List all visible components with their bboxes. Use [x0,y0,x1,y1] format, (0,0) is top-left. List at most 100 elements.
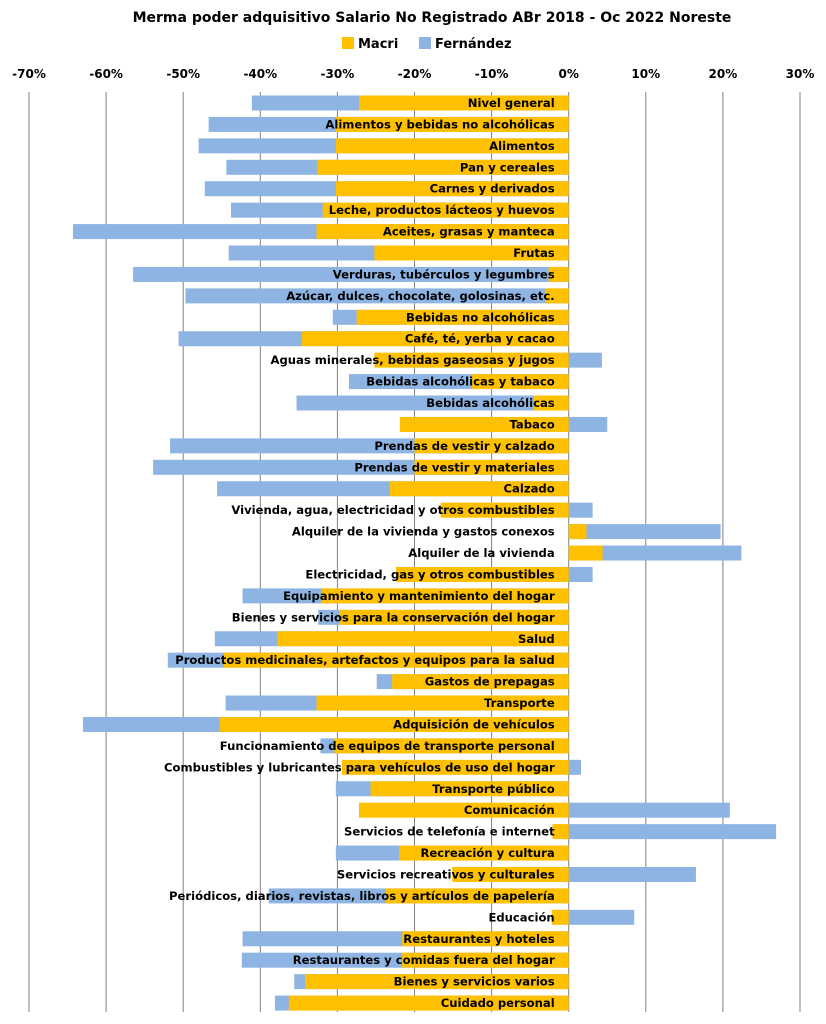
x-tick-label: -50% [166,67,200,81]
bar-macri [399,845,569,861]
bar-macri [288,995,569,1011]
legend-label-macri: Macri [358,37,398,52]
x-tick-label: 10% [631,67,660,81]
category-label: Frutas [513,246,555,260]
bar-fernandez [568,866,696,882]
category-label: Transporte público [432,782,554,796]
bar-macri [534,395,569,411]
bar-macri [321,588,569,604]
bar-macri [358,95,569,111]
bar-macri [322,202,569,218]
bar-macri [317,159,569,175]
category-label: Transporte [484,696,555,710]
bar-macri [277,631,569,647]
x-tick-label: 20% [709,67,738,81]
category-label: Restaurantes y comidas fuera del hogar [293,953,555,967]
category-label: Periódicos, diarios, revistas, libros y … [169,889,555,903]
category-label: Recreación y cultura [420,846,554,860]
bar-macri [548,266,569,282]
category-label: Salud [518,632,555,646]
category-label: Equipamiento y mantenimiento del hogar [283,589,555,603]
category-label: Tabaco [509,417,554,431]
x-tick-label: -60% [89,67,123,81]
bar-fernandez [568,352,602,368]
x-tick-label: -70% [12,67,46,81]
bar-macri [551,909,569,925]
legend-swatch-fernandez [419,37,431,49]
bar-fernandez [568,566,593,582]
bar-macri [395,566,569,582]
chart-title: Merma poder adquisitivo Salario No Regis… [133,10,732,26]
category-label: Café, té, yerba y cacao [405,332,555,346]
legend-swatch-macri [342,37,354,49]
category-label: Vivienda, agua, electricidad y otros com… [231,503,554,517]
category-label: Productos medicinales, artefactos y equi… [175,653,554,667]
category-label: Servicios de telefonía e internet [344,825,555,839]
bar-macri [385,888,569,904]
category-label: Gastos de prepagas [425,675,555,689]
x-tick-label: -20% [398,67,432,81]
bar-macri [552,824,569,840]
category-label: Bebidas alcohólicas [426,396,555,410]
legend: Macri Fernández [342,37,512,52]
bar-macri [452,866,569,882]
category-label: Nivel general [468,96,555,110]
bar-macri [392,674,569,690]
bar-macri [338,609,569,625]
bar-fernandez [568,545,742,561]
bar-macri [370,781,569,797]
bar-fernandez [133,266,569,282]
x-tick-label: -10% [475,67,509,81]
category-label: Prendas de vestir y calzado [374,439,554,453]
bar-macri [301,331,569,347]
category-label: Bebidas alcohólicas y tabaco [366,375,554,389]
bar-fernandez [185,288,569,304]
bar-macri [399,416,569,432]
category-label: Alquiler de la vivienda [408,546,554,560]
x-tick-label: 30% [786,67,815,81]
bar-macri [316,695,569,711]
category-label: Cuidado personal [441,996,555,1010]
category-label: Pan y cereales [460,160,555,174]
category-label: Servicios recreativos y culturales [337,867,555,881]
bar-macri [358,802,569,818]
bar-macri [374,245,569,261]
bar-fernandez [568,759,582,775]
bar-macri [374,352,569,368]
category-label: Azúcar, dulces, chocolate, golosinas, et… [286,289,554,303]
category-label: Carnes y derivados [430,182,555,196]
category-label: Alimentos [489,139,555,153]
category-label: Bebidas no alcohólicas [406,310,555,324]
x-tick-labels: -70% -60% -50% -40% -30% -20% -10% 0% 10% 20% 30% [12,67,814,81]
category-label: Aceites, grasas y manteca [383,225,555,239]
bar-macri [335,138,569,154]
bar-macri [219,716,569,732]
category-label: Restaurantes y hoteles [403,932,555,946]
category-label: Aguas minerales, bebidas gaseosas y jugo… [271,353,555,367]
bar-fernandez [568,524,721,540]
bar-macri [440,502,569,518]
bar-macri [356,309,569,325]
bar-macri [316,224,569,240]
category-label: Funcionamiento de equipos de transporte … [220,739,555,753]
category-label: Comunicación [464,803,555,817]
category-label: Combustibles y lubricantes para vehículo… [164,760,555,774]
bar-fernandez [568,802,730,818]
category-label: Adquisición de vehículos [393,717,555,731]
bar-fernandez [296,395,569,411]
category-label: Calzado [504,482,555,496]
bar-fernandez [568,502,593,518]
bar-fernandez [568,909,635,925]
category-label: Verduras, tubérculos y legumbres [333,267,555,281]
bar-macri [389,481,569,497]
bar-macri [568,524,587,540]
bar-macri [471,374,569,390]
legend-label-fernandez: Fernández [435,37,512,52]
x-tick-label: -30% [321,67,355,81]
category-label: Electricidad, gas y otros combustibles [305,567,554,581]
bar-macri [414,438,569,454]
category-label: Alimentos y bebidas no alcohólicas [325,117,554,131]
category-label: Bienes y servicios varios [394,975,555,989]
category-label: Alquiler de la vivienda y gastos conexos [292,525,555,539]
bar-macri [402,931,569,947]
